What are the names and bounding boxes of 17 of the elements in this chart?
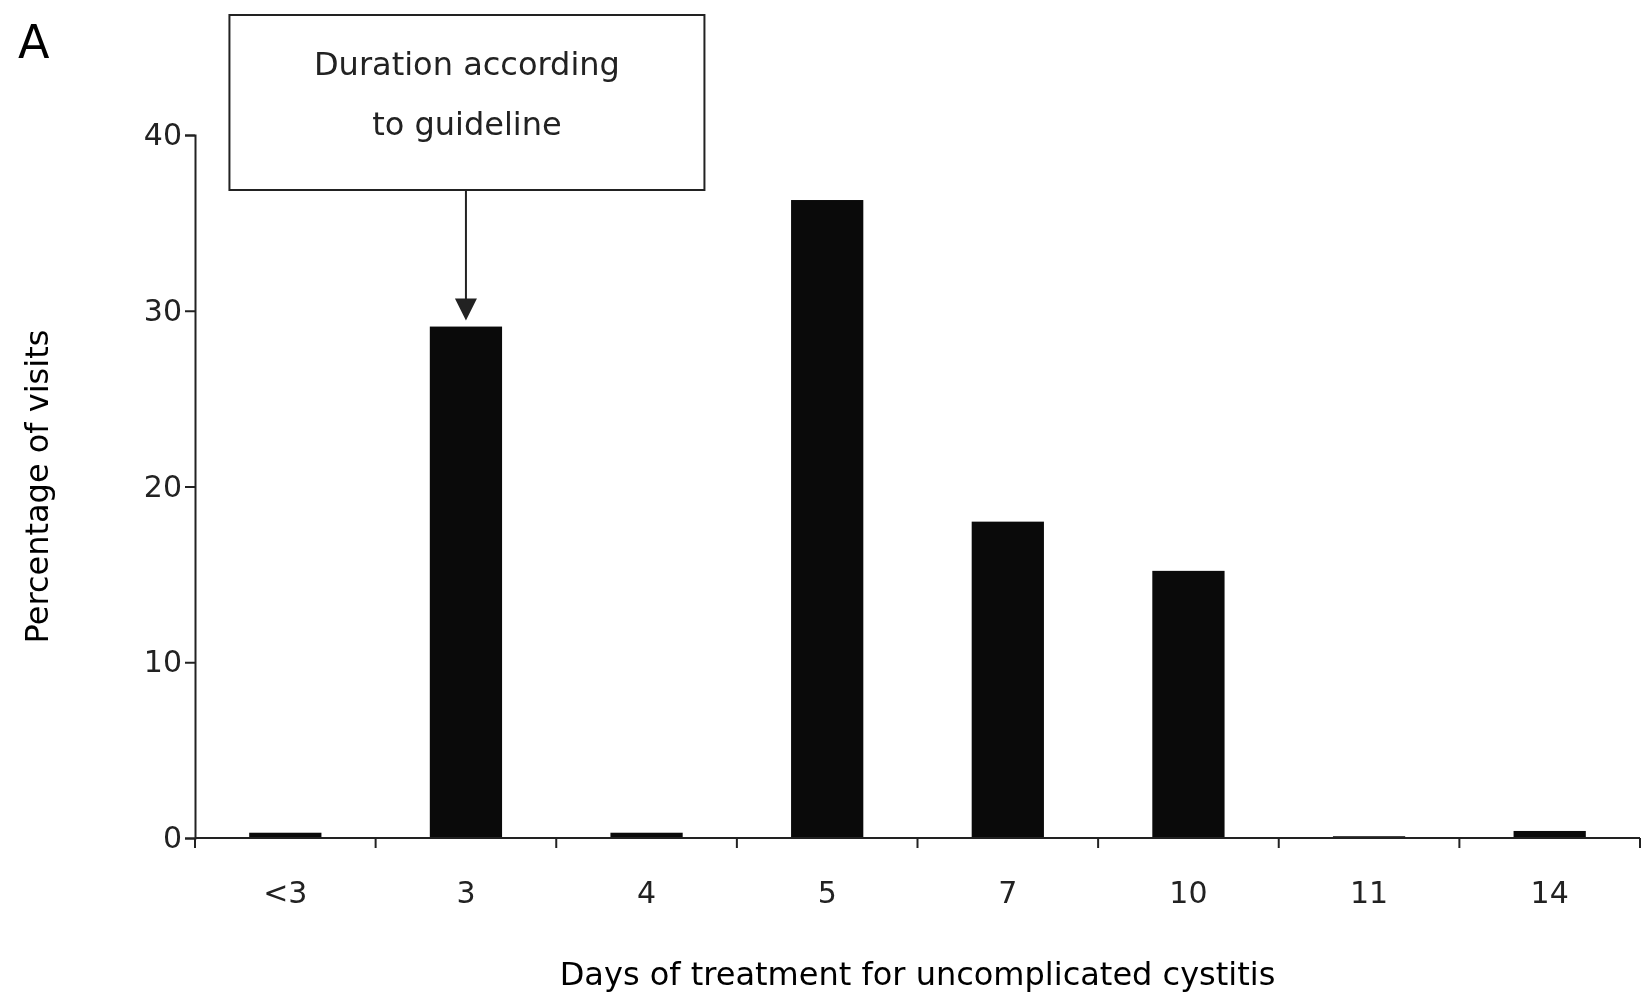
y-tick-label: 30 xyxy=(143,292,182,328)
chart-title: A xyxy=(18,15,50,69)
x-tick-label: 4 xyxy=(637,875,657,910)
annotation: Duration according to guideline xyxy=(313,45,620,143)
y-tick-label: 20 xyxy=(143,468,182,504)
x-tick-label: <3 xyxy=(263,875,308,910)
x-tick-label: 3 xyxy=(456,875,476,910)
y-tick-label: 0 xyxy=(162,820,182,856)
x-tick-label: 7 xyxy=(998,875,1018,910)
x-tick-label: 5 xyxy=(817,875,837,910)
y-tick-label: 40 xyxy=(143,117,182,153)
x-tick-label: 11 xyxy=(1349,875,1389,910)
y-axis-title: Percentage of visits xyxy=(18,329,56,644)
x-tick-label: 10 xyxy=(1169,875,1208,910)
x-axis-title: Days of treatment for uncomplicated cystitis xyxy=(559,955,1276,993)
x-tick-label: 14 xyxy=(1530,875,1569,910)
y-tick-label: 10 xyxy=(143,644,182,680)
